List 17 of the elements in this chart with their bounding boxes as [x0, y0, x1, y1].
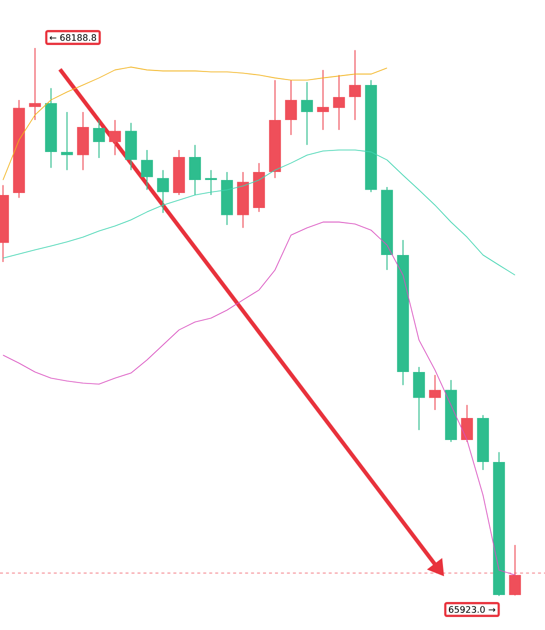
candlestick: [301, 82, 313, 146]
candlestick: [285, 80, 297, 136]
candlestick: [141, 150, 153, 190]
candlestick: [317, 69, 329, 130]
candlestick: [429, 374, 441, 411]
text: 65923.0 →: [448, 606, 496, 613]
candlestick: [29, 47, 41, 121]
candlestick: [205, 170, 217, 196]
candlestick: [349, 50, 361, 121]
candlestick: [61, 112, 73, 171]
text: ← 68188.8: [50, 34, 96, 41]
candlestick: [93, 120, 105, 158]
candlestick: [461, 404, 473, 442]
candlestick: [109, 120, 121, 156]
candlestick: [157, 170, 169, 214]
candlestick: [333, 74, 345, 130]
candlestick: [189, 144, 201, 196]
